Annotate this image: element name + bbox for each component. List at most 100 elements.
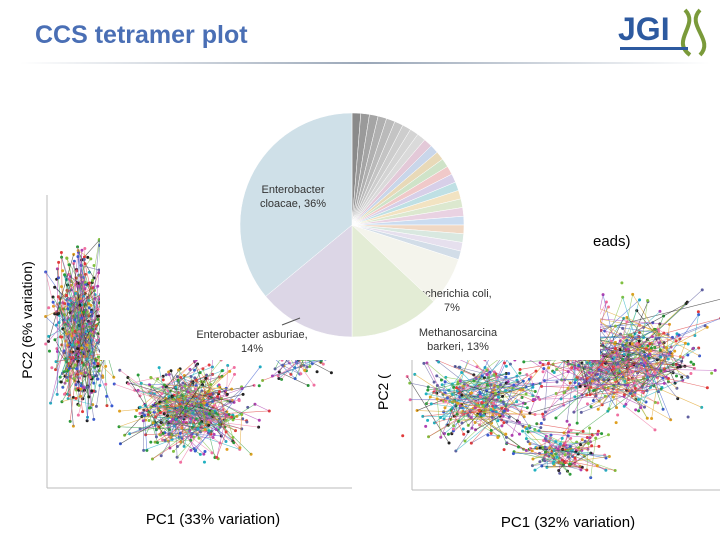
- scatter-dot: [673, 350, 676, 353]
- scatter-dot: [686, 353, 689, 356]
- scatter-dot: [242, 393, 245, 396]
- scatter-dot: [620, 281, 623, 284]
- scatter-dot: [496, 419, 499, 422]
- scatter-dot: [83, 258, 86, 261]
- scatter-dot: [648, 342, 651, 345]
- scatter-dot: [501, 395, 504, 398]
- scatter-dot: [143, 414, 146, 417]
- scatter-dot: [616, 413, 619, 416]
- scatter-dot: [638, 340, 641, 343]
- scatter-dot: [330, 371, 333, 374]
- scatter-dot: [104, 365, 107, 368]
- scatter-dot: [429, 396, 432, 399]
- scatter-dot: [615, 421, 618, 424]
- scatter-dot: [48, 350, 51, 353]
- scatter-dot: [426, 389, 429, 392]
- scatter-dot: [667, 358, 670, 361]
- scatter-dot: [86, 256, 89, 259]
- scatter-dot: [452, 427, 455, 430]
- scatter-dot: [96, 315, 99, 318]
- scatter-dot: [206, 403, 209, 406]
- scatter-dot: [233, 373, 236, 376]
- scatter-dot: [597, 408, 600, 411]
- scatter-dot: [538, 460, 541, 463]
- scatter-dot: [258, 419, 261, 422]
- scatter-dot: [582, 430, 585, 433]
- scatter-dot: [80, 384, 83, 387]
- scatter-dot: [481, 401, 484, 404]
- scatter-dot: [160, 392, 163, 395]
- scatter-dot: [594, 437, 597, 440]
- scatter-dot: [447, 433, 450, 436]
- scatter-dot: [77, 341, 80, 344]
- scatter-dot: [503, 448, 506, 451]
- scatter-dot: [424, 425, 427, 428]
- scatter-dot: [176, 445, 179, 448]
- scatter-dot: [203, 461, 206, 464]
- scatter-dot: [491, 416, 494, 419]
- scatter-dot: [502, 400, 505, 403]
- scatter-dot: [463, 439, 466, 442]
- scatter-dot: [689, 372, 692, 375]
- scatter-dot: [221, 369, 224, 372]
- scatter-dot: [570, 429, 573, 432]
- scatter-dot: [149, 441, 152, 444]
- scatter-dot: [160, 454, 163, 457]
- scatter-dot: [233, 366, 236, 369]
- scatter-dot: [621, 327, 624, 330]
- scatter-dot: [89, 329, 92, 332]
- scatter-dot: [299, 372, 302, 375]
- scatter-dot: [584, 440, 587, 443]
- plot-title-fragment: eads): [593, 233, 631, 250]
- scatter-dot: [137, 373, 140, 376]
- scatter-dot: [61, 269, 64, 272]
- scatter-dot: [71, 329, 74, 332]
- scatter-dot: [596, 464, 599, 467]
- scatter-dot: [401, 434, 404, 437]
- scatter-dot: [461, 421, 464, 424]
- scatter-dot: [193, 376, 196, 379]
- scatter-dot: [189, 375, 192, 378]
- scatter-dot: [179, 461, 182, 464]
- scatter-dot: [134, 415, 137, 418]
- scatter-dot: [172, 450, 175, 453]
- scatter-dot: [561, 437, 564, 440]
- scatter-dot: [183, 385, 186, 388]
- scatter-dot: [316, 370, 319, 373]
- scatter-dot: [83, 247, 86, 250]
- scatter-dot: [497, 396, 500, 399]
- scatter-dot: [77, 414, 80, 417]
- scatter-dot: [470, 391, 473, 394]
- scatter-dot: [176, 375, 179, 378]
- logo: JGI: [618, 11, 670, 47]
- scatter-dot: [518, 372, 521, 375]
- scatter-dot: [519, 368, 522, 371]
- scatter-dot: [586, 402, 589, 405]
- scatter-dot: [637, 398, 640, 401]
- scatter-dot: [541, 413, 544, 416]
- scatter-dot: [597, 430, 600, 433]
- scatter-dot: [189, 449, 192, 452]
- scatter-dot: [47, 306, 50, 309]
- scatter-dot: [80, 346, 83, 349]
- scatter-dot: [74, 363, 77, 366]
- scatter-dot: [199, 371, 202, 374]
- scatter-dot: [462, 428, 465, 431]
- scatter-dot: [542, 367, 545, 370]
- scatter-dot: [60, 251, 63, 254]
- scatter-dot: [211, 365, 214, 368]
- scatter-dot: [597, 445, 600, 448]
- scatter-dot: [634, 408, 637, 411]
- scatter-dot: [542, 370, 545, 373]
- separator: [20, 62, 710, 64]
- scatter-dot: [679, 365, 682, 368]
- scatter-dot: [533, 469, 536, 472]
- scatter-dot: [614, 347, 617, 350]
- scatter-dot: [502, 421, 505, 424]
- y-axis-label: PC2 (6% variation): [19, 261, 35, 379]
- scatter-dot: [205, 412, 208, 415]
- scatter-dot: [110, 404, 113, 407]
- scatter-dot: [692, 363, 695, 366]
- scatter-dot: [76, 347, 79, 350]
